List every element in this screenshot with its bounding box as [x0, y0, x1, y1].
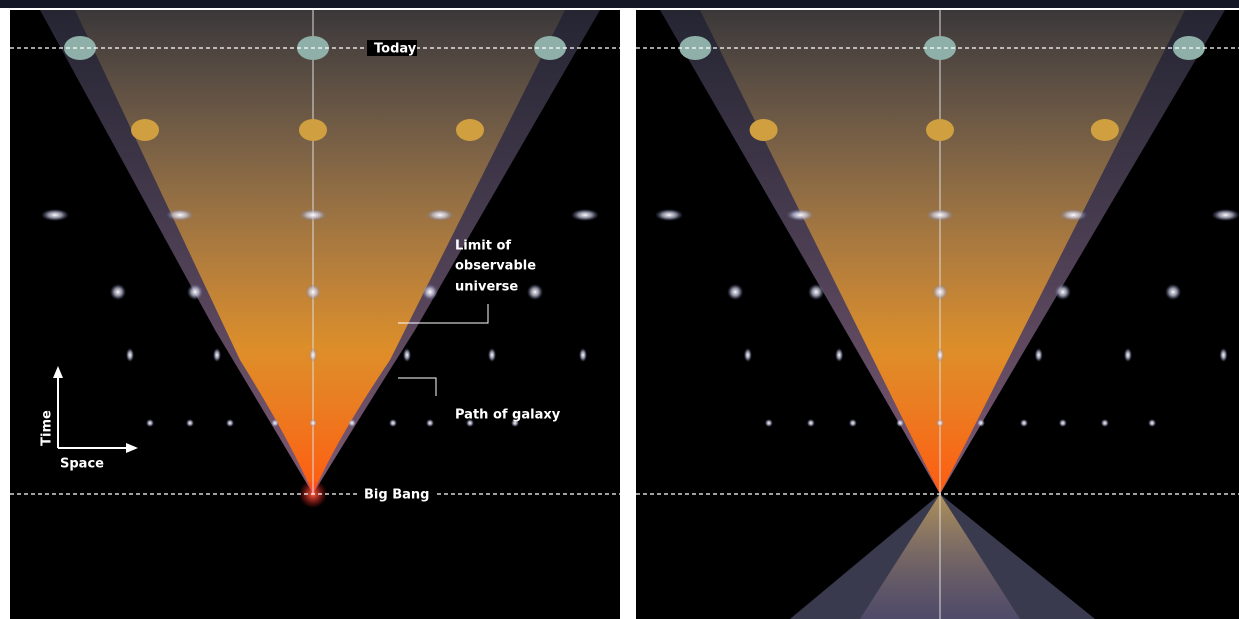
- galaxy: [743, 348, 752, 362]
- galaxy: [936, 419, 944, 427]
- galaxy: [727, 284, 744, 300]
- galaxy: [299, 209, 327, 221]
- galaxy: [511, 419, 519, 427]
- galaxy: [166, 209, 194, 221]
- galaxy: [579, 348, 587, 362]
- galaxy: [41, 209, 69, 221]
- galaxy: [1034, 348, 1043, 362]
- big-bang-label: Big Bang: [364, 488, 429, 503]
- galaxy: [1123, 348, 1132, 362]
- galaxy: [926, 209, 954, 221]
- galaxy: [806, 419, 815, 427]
- galaxy: [1020, 419, 1028, 427]
- galaxy: [1058, 419, 1067, 427]
- galaxy: [186, 419, 194, 427]
- galaxy: [1054, 284, 1071, 300]
- galaxy: [932, 284, 948, 300]
- limit-label: Limit of: [455, 239, 511, 254]
- galaxy: [488, 348, 496, 362]
- arrowhead: [126, 443, 138, 453]
- galaxy: [926, 119, 954, 141]
- galaxy: [936, 348, 944, 362]
- galaxy: [1165, 284, 1182, 300]
- galaxy: [808, 284, 825, 300]
- leader-line: [398, 304, 489, 324]
- galaxy: [764, 419, 773, 427]
- galaxy: [348, 419, 356, 427]
- galaxy: [403, 348, 411, 362]
- label-bg: [357, 486, 437, 502]
- galaxy: [126, 348, 134, 362]
- galaxy: [299, 119, 327, 141]
- galaxy-path-cone: [75, 10, 565, 494]
- galaxy: [309, 419, 317, 427]
- limit-label: observable: [455, 259, 536, 274]
- galaxy: [571, 209, 599, 221]
- galaxy: [835, 348, 844, 362]
- galaxy: [1172, 36, 1205, 60]
- galaxy: [527, 284, 543, 300]
- path-label: Path of galaxy: [455, 408, 561, 423]
- galaxy: [466, 419, 474, 427]
- galaxy: [226, 419, 234, 427]
- top-border: [0, 0, 1239, 8]
- galaxy: [655, 209, 684, 221]
- galaxy: [1090, 119, 1119, 141]
- galaxy: [456, 119, 484, 141]
- galaxy: [389, 419, 397, 427]
- galaxy: [749, 119, 778, 141]
- galaxy: [213, 348, 221, 362]
- limit-label: universe: [455, 280, 518, 295]
- galaxy: [1211, 209, 1239, 221]
- galaxy: [1219, 348, 1228, 362]
- galaxy: [896, 419, 905, 427]
- galaxy: [131, 119, 159, 141]
- arrowhead: [53, 366, 63, 378]
- right-inner-cone: [700, 10, 1185, 494]
- galaxy: [426, 419, 434, 427]
- today-label: Today: [374, 42, 417, 57]
- galaxy: [271, 419, 279, 427]
- galaxy: [309, 348, 317, 362]
- leader-line: [398, 377, 437, 396]
- galaxy: [110, 284, 126, 300]
- space-label: Space: [60, 457, 104, 472]
- galaxy: [422, 284, 438, 300]
- label-bg: [367, 40, 417, 56]
- galaxy: [146, 419, 154, 427]
- galaxy: [1100, 419, 1109, 427]
- galaxy: [305, 284, 321, 300]
- galaxy: [426, 209, 454, 221]
- galaxy: [848, 419, 857, 427]
- galaxy: [187, 284, 203, 300]
- galaxy: [1059, 209, 1088, 221]
- galaxy: [786, 209, 815, 221]
- galaxy: [976, 419, 985, 427]
- time-label: Time: [40, 410, 55, 446]
- galaxy: [1148, 419, 1157, 427]
